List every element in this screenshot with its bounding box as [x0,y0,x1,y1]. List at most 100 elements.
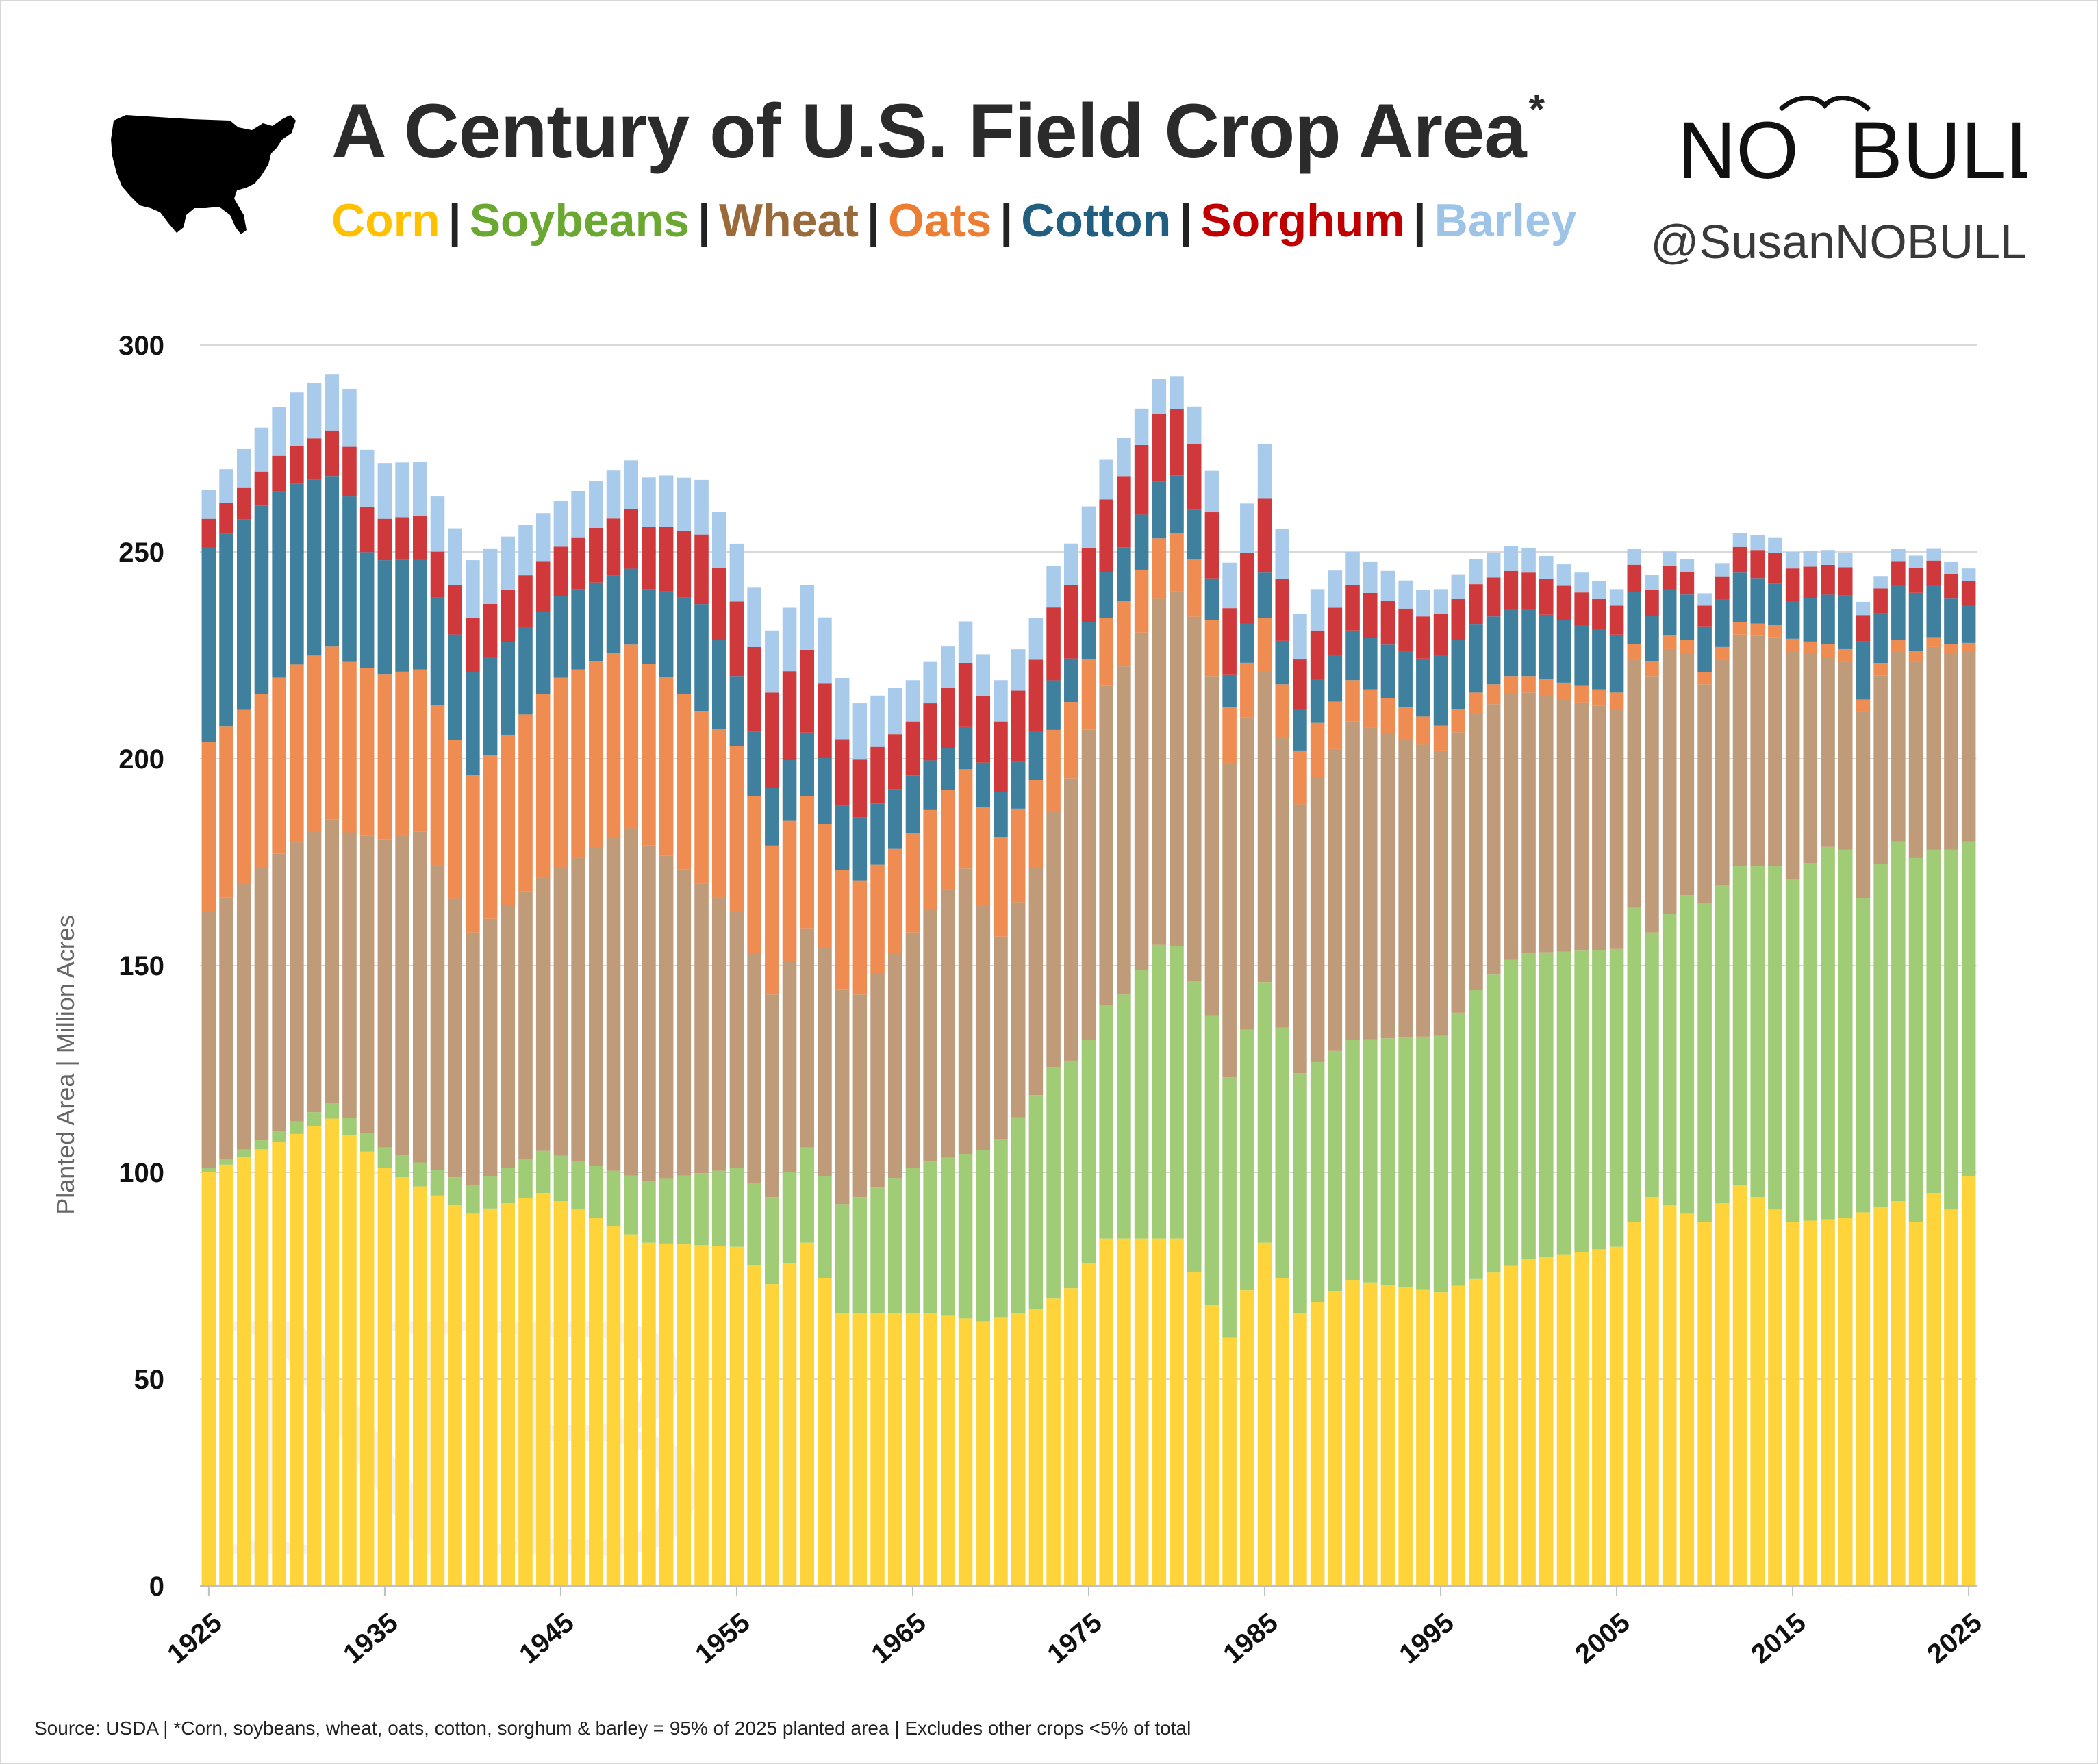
bar-wheat-2002 [1556,699,1571,952]
bar-corn-1967 [941,1315,955,1586]
bar-sorghum-1950 [642,527,656,590]
bar-soybeans-1997 [1469,990,1483,1279]
bar-wheat-1990 [1345,721,1360,1040]
bar-sorghum-2003 [1574,592,1589,625]
bar-corn-1975 [1081,1263,1096,1586]
bar-cotton-1941 [483,657,498,755]
bar-oats-1983 [1222,707,1237,764]
bar-oats-1987 [1293,750,1307,805]
bar-corn-1961 [835,1313,850,1586]
bar-soybeans-1950 [642,1181,656,1243]
bar-barley-1927 [236,448,251,488]
bar-corn-1958 [782,1263,797,1586]
bar-cotton-1979 [1152,481,1167,539]
bar-soybeans-1981 [1187,981,1202,1272]
bar-cotton-1925 [201,547,216,742]
bar-cotton-1968 [958,726,973,770]
bar-cotton-1956 [747,731,761,796]
bar-corn-1931 [307,1126,322,1586]
bar-wheat-1946 [571,857,585,1161]
bar-wheat-1972 [1028,868,1044,1096]
bar-wheat-1997 [1469,714,1483,990]
bar-oats-1949 [624,644,638,829]
bar-oats-1978 [1134,569,1149,633]
bar-wheat-1952 [677,869,692,1176]
bar-oats-1982 [1204,620,1219,677]
bar-oats-1988 [1310,722,1325,777]
bar-cotton-1998 [1486,616,1501,685]
bar-soybeans-1960 [818,1176,832,1278]
bar-wheat-1979 [1152,598,1167,945]
bar-corn-2005 [1609,1246,1624,1586]
bar-corn-1981 [1187,1271,1202,1586]
bar-cotton-1997 [1469,624,1483,693]
bar-soybeans-1951 [659,1178,674,1244]
bar-barley-1926 [219,469,233,503]
bar-soybeans-1938 [430,1170,445,1196]
bar-corn-1982 [1204,1305,1219,1586]
title-footnote-marker: * [1528,86,1545,132]
bar-oats-1963 [870,864,885,974]
bar-barley-1948 [606,470,621,519]
bar-barley-1932 [325,374,340,431]
bar-barley-2007 [1645,575,1659,590]
bar-wheat-1976 [1099,685,1113,1005]
bar-corn-1950 [642,1242,656,1586]
bar-barley-1988 [1310,589,1325,631]
bar-oats-1952 [677,694,692,870]
bar-sorghum-2012 [1732,546,1747,573]
bar-barley-1935 [377,463,392,519]
bar-corn-2022 [1908,1222,1923,1586]
bar-cotton-1942 [501,642,516,735]
bar-wheat-2007 [1645,676,1659,933]
bar-oats-1994 [1416,716,1430,745]
bar-soybeans-1955 [729,1168,744,1247]
bar-soybeans-1939 [448,1177,462,1205]
bar-barley-1996 [1451,574,1466,599]
bar-sorghum-2013 [1750,550,1765,579]
bar-soybeans-1957 [765,1197,779,1285]
bar-sorghum-1990 [1345,585,1360,631]
bar-soybeans-1928 [254,1140,269,1150]
x-tick-label: 1985 [1217,1607,1283,1670]
bar-sorghum-1969 [976,695,991,763]
bar-soybeans-1977 [1117,994,1131,1239]
bar-sorghum-1999 [1504,570,1519,609]
bar-corn-1980 [1170,1238,1184,1586]
bar-soybeans-1975 [1081,1040,1096,1263]
bar-wheat-2009 [1680,653,1695,896]
bar-cotton-1976 [1099,572,1113,618]
bar-wheat-1977 [1117,666,1131,995]
bar-sorghum-1997 [1469,584,1483,625]
bar-sorghum-1970 [994,721,1008,792]
bar-sorghum-2020 [1873,588,1888,614]
bar-oats-1961 [835,870,850,990]
bar-oats-1928 [254,694,269,868]
bar-soybeans-1969 [976,1150,991,1322]
bar-wheat-1942 [501,905,516,1168]
bar-cotton-1991 [1363,638,1378,690]
bar-cotton-1946 [571,589,585,670]
bar-oats-1958 [782,820,797,961]
bar-soybeans-1974 [1064,1060,1078,1289]
bar-soybeans-1936 [395,1155,409,1178]
bar-soybeans-2017 [1821,846,1835,1220]
bar-corn-2000 [1521,1259,1536,1586]
bar-soybeans-1978 [1134,970,1149,1239]
bar-wheat-1954 [711,897,726,1171]
bar-barley-1957 [765,630,779,693]
bar-soybeans-1961 [835,1204,850,1313]
bar-sorghum-1947 [589,527,603,583]
bar-corn-1957 [765,1284,779,1586]
bar-corn-2003 [1574,1251,1589,1586]
bar-sorghum-1976 [1099,499,1113,572]
bar-soybeans-1946 [571,1161,585,1210]
bar-corn-1974 [1064,1288,1078,1586]
bar-oats-1933 [342,662,357,833]
bar-cotton-1988 [1310,679,1325,723]
bar-corn-1936 [395,1177,409,1586]
bar-wheat-2019 [1856,711,1871,898]
bar-barley-1925 [201,490,216,519]
bar-oats-1941 [483,755,498,919]
bar-corn-1954 [711,1246,726,1586]
